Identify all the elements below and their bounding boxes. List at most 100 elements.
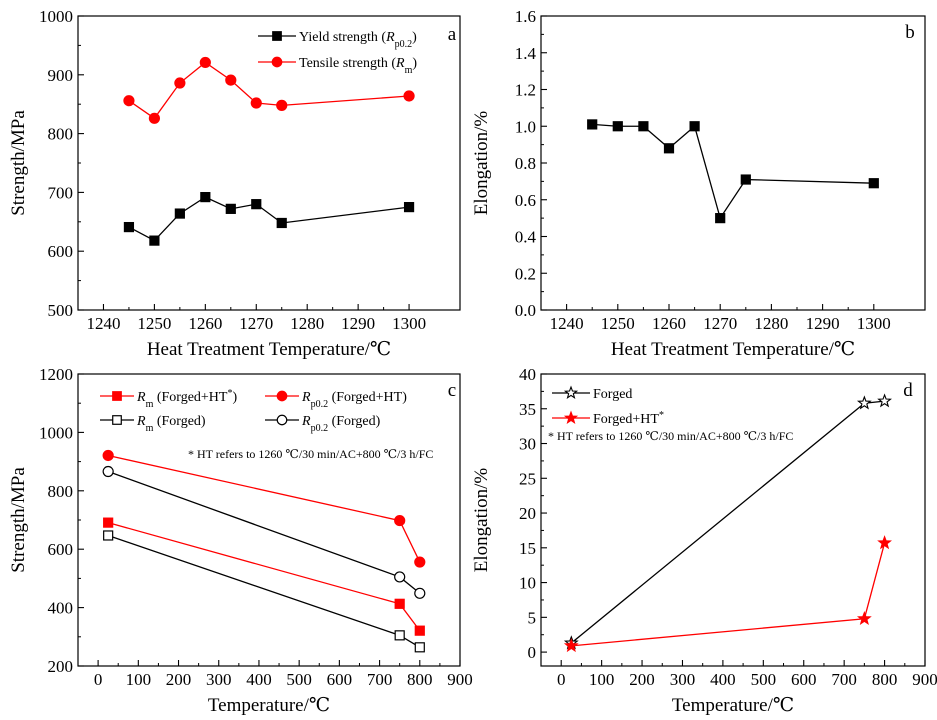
legend-label-part: Yield strength (: [299, 30, 386, 45]
legend-marker: [112, 391, 122, 401]
legend-label-part: R: [136, 390, 146, 405]
data-point: [276, 99, 288, 111]
legend-entry: Tensile strength (Rm): [258, 56, 417, 76]
legend-label-part: m: [405, 65, 413, 76]
legend-marker: [272, 31, 282, 41]
panel-label: b: [905, 22, 915, 43]
panel-c: 0 100 200 300 400 500 600 700 800 900 200 400 600 800…: [8, 365, 473, 716]
legend-label: Rm (Forged+HT*): [136, 388, 237, 410]
y-tick-label: 0.0: [515, 301, 536, 320]
x-tick-label: 300: [670, 670, 696, 689]
data-point: [394, 598, 405, 609]
legend-entry: Rm (Forged): [100, 414, 206, 434]
data-point: [689, 121, 700, 132]
data-point: [414, 587, 426, 599]
data-point: [638, 121, 649, 132]
legend-entry: Rp0.2 (Forged): [265, 414, 381, 434]
x-tick-label: 400: [246, 670, 272, 689]
data-point: [403, 202, 415, 213]
data-point: [587, 119, 598, 130]
data-point: [394, 571, 406, 583]
legend-label-part: (Forged+HT: [153, 390, 228, 405]
y-tick-label: 1000: [39, 423, 73, 442]
data-point: [123, 95, 135, 107]
data-point: [414, 625, 425, 636]
legend-label-part: ): [232, 390, 237, 405]
data-point: [103, 530, 114, 541]
legend-label-part: ): [412, 56, 417, 71]
y-tick-label: 500: [48, 301, 74, 320]
data-point: [868, 178, 879, 189]
y-axis-label: Strength/MPa: [8, 110, 29, 216]
x-tick-label: 1250: [137, 314, 171, 333]
x-tick-label: 200: [629, 670, 655, 689]
y-tick-label: 1.4: [515, 44, 537, 63]
x-tick-label: 0: [557, 670, 566, 689]
y-tick-label: 5: [528, 608, 537, 627]
series-1: [587, 119, 879, 224]
panel-label: d: [903, 380, 913, 401]
panel-b: 1240 1250 1260 1270 1280 1290 1300 0.0 0.2 0.4 0.6…: [471, 7, 926, 360]
data-point: [612, 121, 623, 132]
data-point: [200, 192, 211, 203]
x-tick-label: 700: [367, 670, 393, 689]
data-point: [563, 638, 579, 653]
x-tick-label: 1280: [754, 314, 788, 333]
data-point: [414, 642, 425, 653]
x-tick-label: 1240: [550, 314, 584, 333]
legend-label-part: p0.2: [311, 423, 329, 434]
x-tick-label: 300: [206, 670, 232, 689]
y-tick-label: 25: [519, 469, 536, 488]
data-point: [663, 143, 675, 154]
annotation-note: * HT refers to 1260 ℃/30 min/AC+800 ℃/3 …: [188, 447, 433, 461]
x-axis-label: Heat Treatment Temperature/℃: [611, 339, 855, 360]
y-tick-label: 30: [519, 435, 536, 454]
y-tick-label: 200: [48, 657, 74, 676]
legend-label-part: Forged+HT: [593, 412, 659, 427]
data-point: [856, 610, 872, 626]
y-axis-label: Elongation/%: [471, 468, 492, 573]
data-point: [225, 74, 237, 86]
legend-label-part: (Forged+HT): [328, 390, 407, 405]
series-2: [123, 56, 415, 124]
x-tick-label: 1260: [188, 314, 222, 333]
x-tick-label: 1290: [341, 314, 375, 333]
data-point: [250, 97, 262, 109]
legend-entry: Forged: [552, 385, 632, 402]
series-line: [592, 123, 874, 220]
data-point: [740, 174, 751, 185]
legend-entry: Rp0.2 (Forged+HT): [265, 390, 407, 410]
panel-label: a: [448, 24, 457, 45]
y-tick-label: 20: [519, 504, 536, 523]
x-tick-label: 1280: [290, 314, 324, 333]
legend-marker: [271, 56, 283, 68]
x-tick-label: 400: [710, 670, 736, 689]
x-tick-label: 1300: [392, 314, 426, 333]
x-tick-label: 500: [286, 670, 312, 689]
legend: Rm (Forged+HT*) Rp0.2 (Forged+HT)Rm (Forg…: [100, 388, 407, 434]
legend-label-part: m: [146, 423, 154, 434]
legend: Forged Forged+HT*: [552, 385, 664, 427]
x-tick-label: 700: [831, 670, 857, 689]
x-tick-label: 1300: [857, 314, 891, 333]
panel-a: 1240 1250 1260 1270 1280 1290 1300 500 600 700 800…: [8, 7, 461, 360]
x-tick-label: 1270: [703, 314, 737, 333]
series-line: [571, 542, 886, 647]
legend-entry: Rm (Forged+HT*): [100, 388, 237, 410]
series-3: [103, 530, 425, 653]
legend-label-part: Tensile strength (: [299, 56, 396, 71]
data-point: [877, 535, 892, 550]
series-line: [108, 454, 421, 563]
data-point: [251, 199, 262, 210]
y-tick-label: 15: [519, 539, 536, 558]
y-tick-label: 40: [519, 365, 536, 384]
data-point: [394, 630, 405, 641]
y-tick-label: 1.0: [515, 117, 536, 136]
data-point: [276, 217, 287, 229]
x-axis-label: Heat Treatment Temperature/℃: [147, 339, 391, 360]
legend-marker: [276, 414, 288, 426]
legend-label-part: ): [412, 30, 417, 45]
series-line: [107, 522, 421, 632]
y-axis-label: Strength/MPa: [8, 467, 29, 573]
